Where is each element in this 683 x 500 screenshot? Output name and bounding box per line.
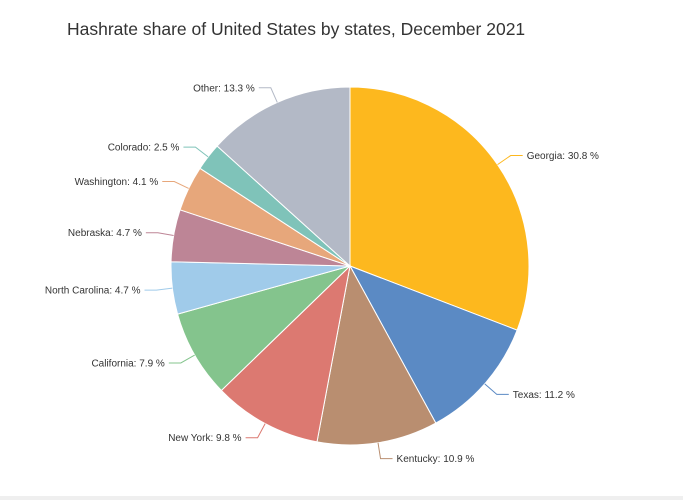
connector-other <box>258 87 278 103</box>
connector-texas <box>484 383 509 395</box>
connector-washington <box>162 181 189 189</box>
data-label-georgia: Georgia: 30.8 % <box>527 151 599 162</box>
bottom-divider <box>0 496 683 500</box>
data-label-other: Other: 13.3 % <box>193 83 255 94</box>
data-label-kentucky: Kentucky: 10.9 % <box>397 454 475 465</box>
connector-kentucky <box>377 442 393 460</box>
connector-california <box>168 354 195 364</box>
data-label-north-carolina: North Carolina: 4.7 % <box>45 286 141 297</box>
chart-title: Hashrate share of United States by state… <box>67 19 526 39</box>
connector-colorado <box>183 146 209 158</box>
pie-slice-kentucky[interactable] <box>316 264 437 446</box>
data-label-texas: Texas: 11.2 % <box>513 390 575 401</box>
data-label-california: California: 7.9 % <box>91 358 164 369</box>
connector-north-carolina <box>144 287 173 291</box>
data-label-nebraska: Nebraska: 4.7 % <box>68 228 142 239</box>
connector-georgia <box>497 155 523 166</box>
data-label-new-york: New York: 9.8 % <box>168 433 241 444</box>
connector-nebraska <box>145 232 174 236</box>
data-label-colorado: Colorado: 2.5 % <box>108 143 180 154</box>
connector-new-york <box>245 423 266 439</box>
pie-slice-new-york[interactable] <box>220 264 351 443</box>
data-label-washington: Washington: 4.1 % <box>75 177 159 188</box>
pie-slice-texas[interactable] <box>348 265 518 424</box>
